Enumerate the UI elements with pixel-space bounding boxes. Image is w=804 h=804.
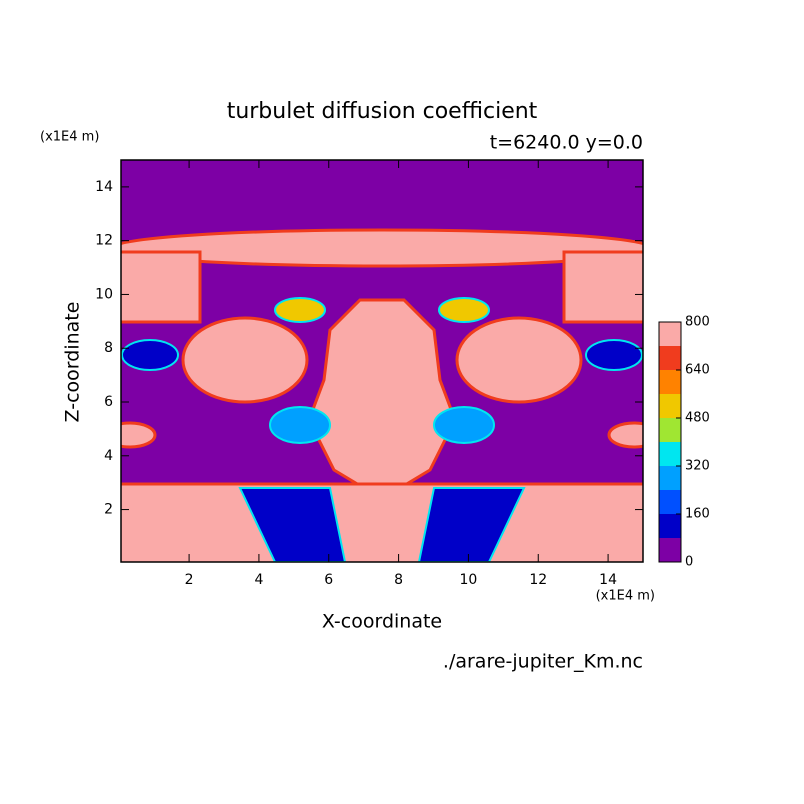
contour-region bbox=[238, 487, 347, 562]
chart-title: turbulet diffusion coefficient bbox=[227, 99, 538, 124]
source-label: ./arare-jupiter_Km.nc bbox=[443, 651, 643, 673]
x-tick-label: 6 bbox=[324, 572, 333, 588]
contour-region bbox=[562, 250, 643, 324]
chart-subtitle: t=6240.0 y=0.0 bbox=[490, 132, 643, 154]
y-tick-label: 6 bbox=[104, 394, 113, 410]
colorbar-segment bbox=[659, 538, 681, 562]
x-unit: (x1E4 m) bbox=[596, 589, 655, 604]
x-tick-label: 2 bbox=[185, 572, 194, 588]
plot-frame bbox=[120, 159, 644, 563]
y-tick-label: 8 bbox=[104, 340, 113, 356]
x-tick-label: 10 bbox=[460, 572, 478, 588]
x-tick-label: 4 bbox=[254, 572, 263, 588]
colorbar-segment bbox=[659, 442, 681, 466]
contour-region bbox=[121, 482, 643, 562]
contour-region bbox=[121, 339, 179, 371]
colorbar-segment bbox=[659, 418, 681, 442]
contour-field bbox=[121, 160, 643, 562]
y-axis-label: Z-coordinate bbox=[62, 302, 84, 423]
contour-region bbox=[274, 297, 326, 323]
colorbar-segment bbox=[659, 394, 681, 418]
contour-region bbox=[269, 406, 331, 444]
contour-region bbox=[585, 339, 643, 371]
contour-region bbox=[121, 228, 643, 268]
colorbar-segment bbox=[659, 322, 681, 346]
y-tick-label: 12 bbox=[95, 233, 113, 249]
colorbar-segment bbox=[659, 490, 681, 514]
contour-regions bbox=[121, 160, 643, 562]
x-tick-label: 12 bbox=[529, 572, 547, 588]
x-tick-label: 8 bbox=[394, 572, 403, 588]
contour-region bbox=[607, 421, 643, 449]
colorbar-tick-label: 800 bbox=[685, 315, 710, 330]
y-tick-label: 2 bbox=[104, 502, 113, 518]
colorbar-tick-label: 160 bbox=[685, 507, 710, 522]
contour-region bbox=[121, 421, 157, 449]
y-tick-label: 10 bbox=[95, 286, 113, 302]
colorbar-tick-label: 640 bbox=[685, 363, 710, 378]
contour-region bbox=[417, 487, 526, 562]
colorbar-segment bbox=[659, 346, 681, 370]
colorbar-segment bbox=[659, 370, 681, 394]
contour-region bbox=[307, 298, 457, 490]
colorbar-tick-label: 320 bbox=[685, 459, 710, 474]
colorbar-tick-label: 480 bbox=[685, 411, 710, 426]
contour-region bbox=[121, 250, 202, 324]
x-tick-label: 14 bbox=[599, 572, 617, 588]
y-tick-label: 4 bbox=[104, 448, 113, 464]
contour-region bbox=[455, 316, 583, 404]
colorbar-tick-label: 0 bbox=[685, 555, 693, 570]
colorbar-frame bbox=[658, 321, 682, 563]
y-unit: (x1E4 m) bbox=[40, 130, 99, 145]
contour-region bbox=[181, 316, 309, 404]
contour-region bbox=[433, 406, 495, 444]
colorbar-segment bbox=[659, 514, 681, 538]
colorbar-segment bbox=[659, 466, 681, 490]
contour-region bbox=[438, 297, 490, 323]
y-tick-label: 14 bbox=[95, 179, 113, 195]
x-axis-label: X-coordinate bbox=[322, 611, 442, 633]
